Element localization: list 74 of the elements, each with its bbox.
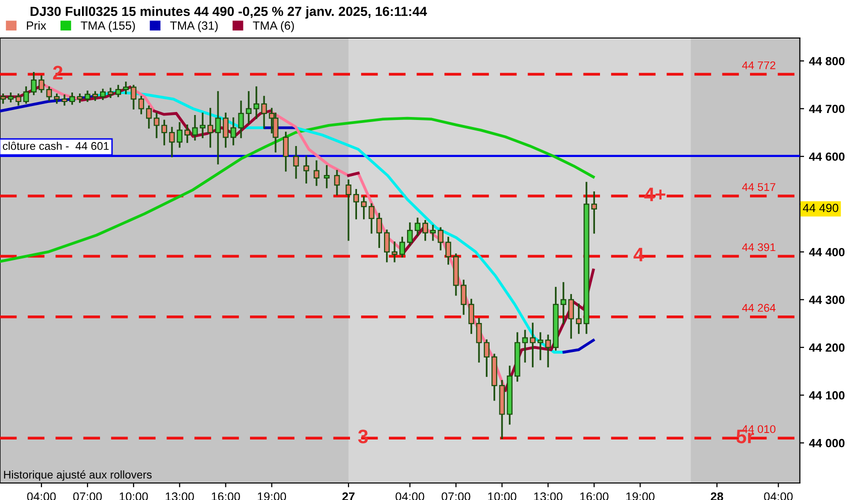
candlestick <box>576 304 582 334</box>
candlestick <box>46 86 52 101</box>
y-tick-label: 44 000 <box>809 438 844 448</box>
candlestick <box>176 122 182 148</box>
candlestick <box>303 156 310 184</box>
candlestick <box>0 94 6 104</box>
candlestick <box>246 91 252 124</box>
candlestick <box>346 179 352 241</box>
candlestick <box>360 196 367 220</box>
y-tick-label: 44 600 <box>809 152 844 161</box>
candlestick <box>184 124 190 143</box>
ref-line-label: 44 772 <box>742 61 776 70</box>
candlestick <box>130 84 136 110</box>
candlestick <box>230 117 236 146</box>
annotation: 44 490 <box>802 204 838 212</box>
candlestick <box>238 100 244 138</box>
y-tick-label: 44 800 <box>809 56 844 66</box>
legend-label: TMA (31) <box>170 21 218 32</box>
candlestick <box>30 72 37 96</box>
candlestick <box>108 88 114 98</box>
annotation: 4+ <box>644 188 666 202</box>
candlestick <box>530 322 536 368</box>
ref-line-label: clôture cash - 44 601 <box>2 142 109 150</box>
candlestick <box>522 330 528 363</box>
ref-line-label: 44 264 <box>742 304 776 312</box>
y-tick-label: 44 200 <box>809 343 844 352</box>
candlestick <box>353 189 360 220</box>
ref-line-label: 44 391 <box>742 243 776 252</box>
ref-line-label: 44 517 <box>742 183 776 191</box>
candlestick <box>138 96 144 114</box>
candlestick <box>399 236 406 258</box>
candlestick <box>200 112 206 138</box>
candlestick <box>460 280 466 315</box>
candlestick <box>445 236 452 265</box>
candlestick <box>254 86 260 120</box>
candlestick <box>282 132 289 172</box>
legend-label: Prix <box>26 21 46 30</box>
candlestick <box>376 212 382 248</box>
candlestick <box>392 242 398 262</box>
candlestick <box>384 230 390 262</box>
candlestick <box>115 84 122 98</box>
candlestick <box>314 160 320 186</box>
annotation: Historique ajusté aux rollovers <box>4 470 152 481</box>
y-tick-label: 44 400 <box>809 248 844 256</box>
candlestick <box>38 75 44 93</box>
chart-title: DJ30 Full0325 15 minutes 44 490 -0,25 % 27 janv. 2025, 16:11:44 <box>30 6 427 19</box>
y-tick-label: 44 700 <box>809 104 844 114</box>
candlestick <box>334 170 340 196</box>
candlestick <box>161 120 168 146</box>
legend-label: TMA (155) <box>80 21 135 32</box>
candlestick <box>476 318 482 363</box>
candlestick <box>368 203 374 234</box>
candlestick <box>293 146 299 179</box>
candlestick <box>215 91 221 164</box>
y-tick-label: 44 100 <box>809 391 844 400</box>
line-series <box>0 116 595 263</box>
y-tick-label: 44 300 <box>809 296 844 304</box>
candlestick <box>84 90 90 102</box>
candlestick <box>484 339 490 377</box>
candlestick <box>62 94 68 106</box>
candlestick <box>591 191 597 234</box>
candlestick <box>123 82 129 94</box>
candlestick <box>169 126 175 158</box>
candlestick <box>222 112 229 148</box>
annotation: 4 <box>634 248 644 262</box>
candlestick <box>422 220 428 241</box>
candlestick <box>261 96 267 129</box>
legend-label: TMA (6) <box>252 21 294 32</box>
candlestick <box>69 92 76 105</box>
candlestick <box>192 114 198 141</box>
candlestick <box>468 298 474 334</box>
candlestick <box>207 108 214 148</box>
candlestick <box>324 165 330 188</box>
candlestick <box>100 88 106 100</box>
